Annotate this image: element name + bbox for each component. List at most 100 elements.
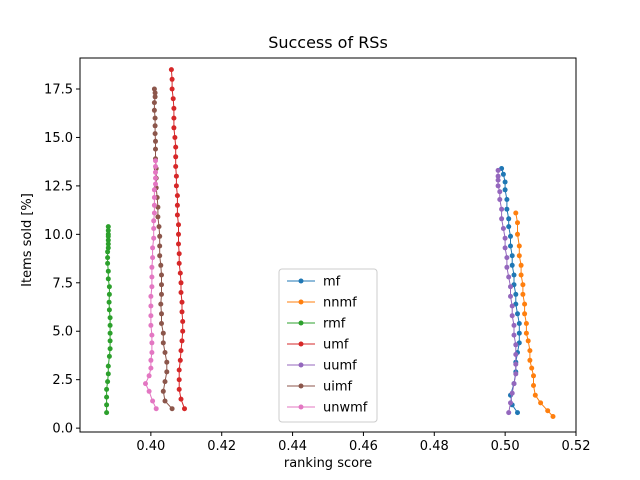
y-tick-label: 10.0 bbox=[44, 228, 73, 243]
data-point bbox=[151, 210, 157, 216]
data-point bbox=[159, 311, 164, 317]
series-rmf bbox=[104, 224, 113, 416]
data-point bbox=[178, 348, 184, 354]
data-point bbox=[518, 262, 524, 268]
data-point bbox=[497, 189, 503, 195]
data-point bbox=[516, 253, 522, 259]
data-point bbox=[168, 67, 174, 73]
data-point bbox=[105, 237, 111, 243]
data-point bbox=[164, 369, 170, 375]
data-point bbox=[106, 353, 112, 359]
data-point bbox=[176, 222, 181, 228]
data-point bbox=[105, 249, 111, 255]
data-point bbox=[531, 373, 536, 379]
data-point bbox=[105, 228, 111, 233]
x-tick-label: 0.44 bbox=[278, 439, 307, 454]
data-point bbox=[159, 272, 164, 278]
data-point bbox=[506, 224, 512, 230]
data-point bbox=[513, 291, 519, 297]
legend-marker-rmf bbox=[298, 320, 304, 326]
data-point bbox=[159, 291, 164, 297]
x-tick-label: 0.46 bbox=[349, 439, 378, 454]
data-point bbox=[545, 408, 551, 414]
x-tick-label: 0.42 bbox=[207, 439, 236, 454]
data-point bbox=[105, 241, 111, 247]
data-point bbox=[149, 340, 155, 346]
data-point bbox=[531, 383, 536, 388]
data-point bbox=[178, 290, 184, 295]
data-point bbox=[500, 226, 506, 231]
data-point bbox=[508, 233, 513, 239]
data-point bbox=[173, 183, 179, 189]
y-tick-label: 17.5 bbox=[44, 83, 73, 98]
data-point bbox=[146, 373, 152, 379]
data-point bbox=[153, 138, 158, 144]
data-point bbox=[515, 231, 520, 237]
data-point bbox=[160, 330, 166, 336]
series-unwmf bbox=[143, 158, 159, 412]
data-point bbox=[509, 303, 515, 309]
x-tick-label: 0.50 bbox=[491, 439, 520, 454]
x-tick-label: 0.40 bbox=[136, 439, 165, 454]
data-point bbox=[143, 381, 148, 387]
data-point bbox=[515, 410, 520, 416]
data-point bbox=[146, 388, 152, 394]
y-tick-label: 5.0 bbox=[52, 325, 73, 340]
data-point bbox=[151, 202, 157, 208]
data-point bbox=[176, 241, 181, 247]
data-point bbox=[156, 224, 162, 230]
data-point bbox=[513, 352, 519, 357]
legend-label-nnmf: nnmf bbox=[323, 296, 357, 311]
data-point bbox=[153, 181, 158, 187]
data-point bbox=[153, 164, 158, 169]
data-point bbox=[173, 164, 179, 169]
data-point bbox=[179, 338, 185, 344]
data-point bbox=[149, 264, 155, 270]
data-point bbox=[509, 253, 515, 259]
data-point bbox=[162, 398, 168, 404]
data-point bbox=[516, 321, 522, 326]
data-point bbox=[497, 197, 503, 202]
data-point bbox=[509, 390, 515, 396]
data-point bbox=[176, 231, 181, 237]
series-umf bbox=[168, 67, 187, 412]
data-point bbox=[527, 348, 533, 354]
data-point bbox=[105, 379, 111, 385]
data-point bbox=[104, 402, 110, 408]
data-point bbox=[151, 187, 157, 193]
data-point bbox=[178, 280, 184, 286]
data-point bbox=[162, 350, 168, 355]
data-point bbox=[164, 359, 170, 365]
data-point bbox=[504, 264, 510, 270]
data-point bbox=[516, 330, 522, 336]
data-point bbox=[182, 406, 187, 412]
data-point bbox=[508, 243, 513, 249]
data-point bbox=[152, 123, 158, 129]
data-point bbox=[104, 394, 110, 400]
data-point bbox=[105, 276, 111, 282]
data-point bbox=[155, 214, 161, 220]
legend-marker-umf bbox=[298, 341, 304, 347]
data-point bbox=[106, 284, 112, 290]
data-point bbox=[152, 131, 158, 137]
data-point bbox=[157, 243, 163, 249]
chart-title: Success of RSs bbox=[268, 33, 388, 52]
data-point bbox=[511, 322, 517, 328]
data-point bbox=[105, 268, 111, 274]
data-point bbox=[160, 340, 166, 346]
data-point bbox=[529, 365, 535, 371]
data-point bbox=[107, 315, 113, 321]
legend-marker-uimf bbox=[298, 383, 304, 389]
data-point bbox=[171, 115, 177, 121]
data-point bbox=[148, 293, 154, 299]
data-point bbox=[169, 86, 175, 92]
x-tick-label: 0.52 bbox=[562, 439, 591, 454]
data-point bbox=[499, 206, 505, 212]
data-point bbox=[502, 187, 508, 193]
x-tick-label: 0.48 bbox=[420, 439, 449, 454]
data-point bbox=[153, 169, 158, 175]
data-point bbox=[509, 313, 515, 319]
data-point bbox=[522, 301, 528, 307]
